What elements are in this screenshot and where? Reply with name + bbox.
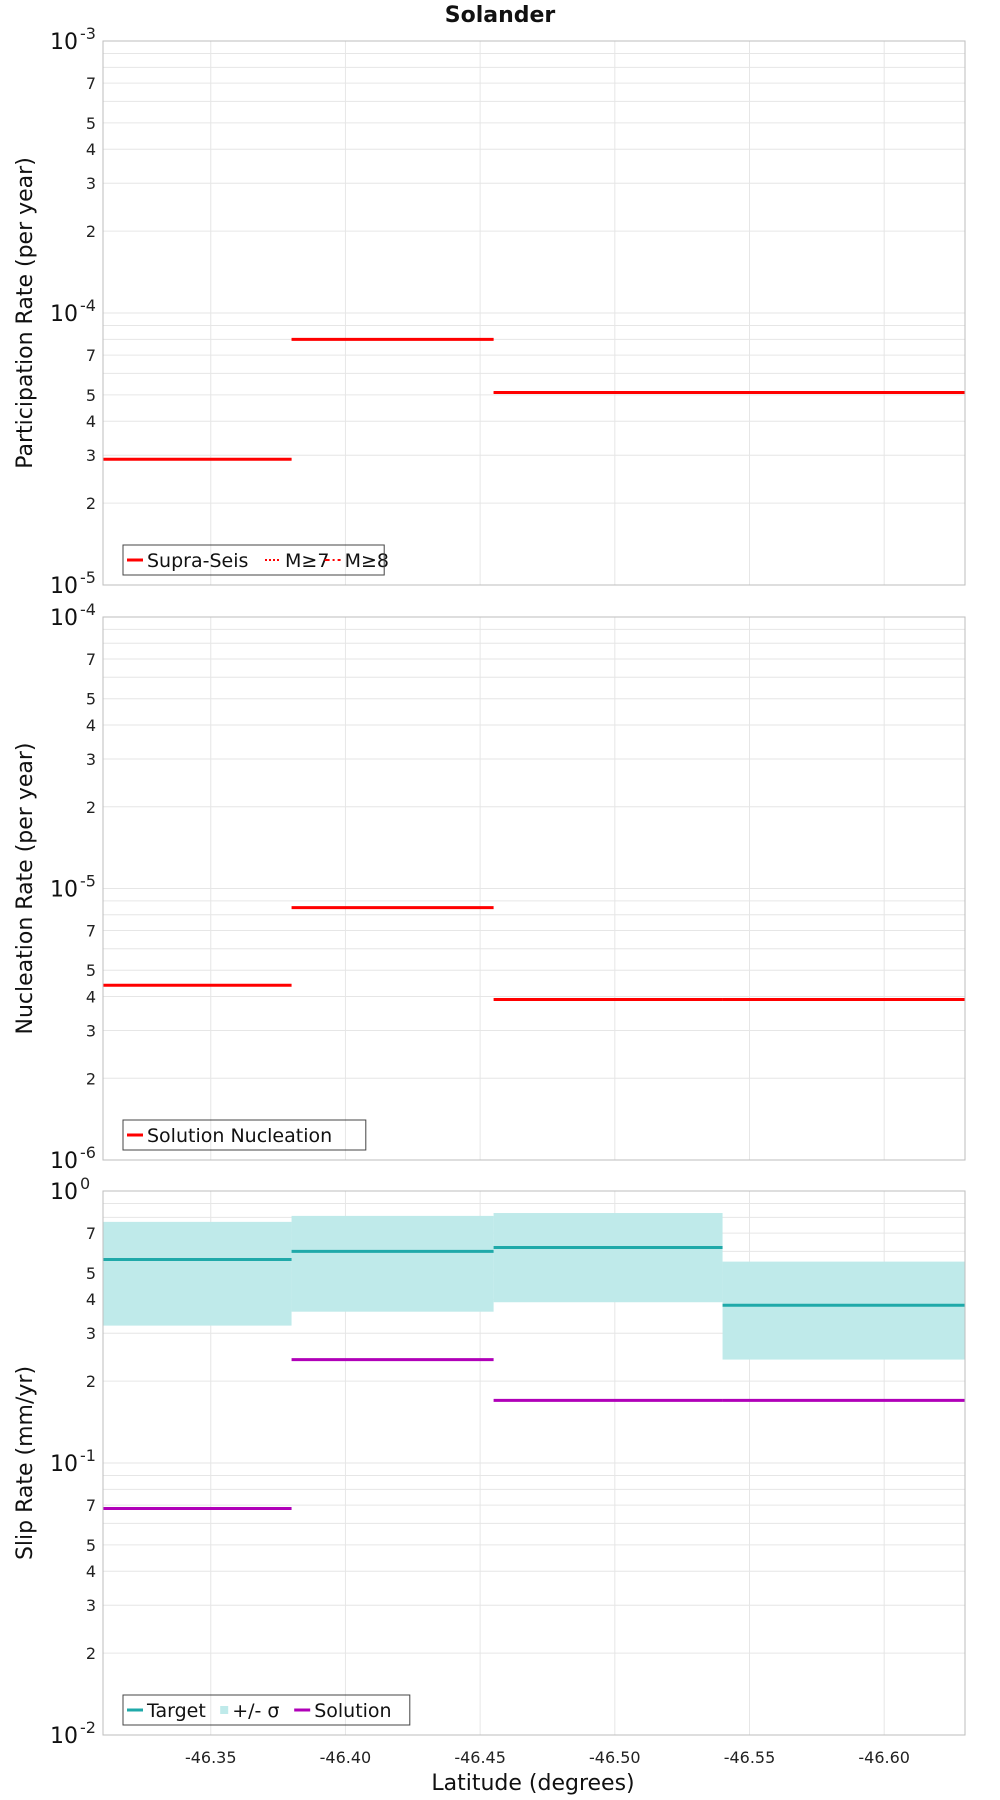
y-decade-exponent: -3	[80, 24, 96, 43]
y-tick-label: 5	[86, 386, 96, 405]
legend: Target +/- σ Solution	[122, 1694, 411, 1726]
y-decade-label: 10	[50, 1149, 78, 1174]
x-tick-label: -46.50	[589, 1748, 641, 1767]
y-tick-label: 2	[86, 1372, 96, 1391]
y-decade-exponent: -5	[80, 872, 96, 891]
y-tick-label: 4	[86, 1290, 96, 1309]
y-decade-label: 10	[50, 574, 78, 599]
y-tick-label: 2	[86, 1644, 96, 1663]
y-tick-label: 7	[86, 346, 96, 365]
legend: Solution Nucleation	[122, 1119, 367, 1151]
chart-title: Solander	[445, 3, 556, 28]
legend-box	[122, 1694, 411, 1726]
y-axis-title: Slip Rate (mm/yr)	[13, 1366, 38, 1560]
legend-label: M≥8	[345, 550, 389, 572]
y-tick-label: 2	[86, 798, 96, 817]
y-decade-exponent: -1	[80, 1446, 96, 1465]
y-tick-label: 5	[86, 114, 96, 133]
y-tick-label: 7	[86, 74, 96, 93]
legend-box	[122, 544, 385, 576]
x-tick-label: -46.55	[724, 1748, 776, 1767]
y-tick-label: 5	[86, 961, 96, 980]
legend-label: M≥7	[285, 550, 329, 572]
y-tick-label: 7	[86, 922, 96, 941]
y-tick-label: 4	[86, 1562, 96, 1581]
y-tick-label: 4	[86, 140, 96, 159]
plot-frame	[102, 616, 966, 1161]
y-tick-label: 5	[86, 690, 96, 709]
legend: Supra-Seis M≥7 M≥8	[122, 544, 389, 576]
y-decade-label: 10	[50, 30, 78, 55]
y-decade-exponent: -6	[80, 1143, 96, 1162]
x-axis-title: Latitude (degrees)	[431, 1771, 634, 1796]
sigma-band	[722, 1261, 965, 1360]
y-tick-label: 4	[86, 716, 96, 735]
x-tick-label: -46.35	[185, 1748, 237, 1767]
y-tick-label: 5	[86, 1536, 96, 1555]
y-tick-label: 2	[86, 1069, 96, 1088]
y-tick-label: 4	[86, 412, 96, 431]
y-decade-label: 10	[50, 302, 78, 327]
y-axis-title: Nucleation Rate (per year)	[13, 743, 38, 1035]
y-decade-label: 10	[50, 1724, 78, 1749]
plot-frame	[102, 1190, 966, 1736]
y-axis-title: Participation Rate (per year)	[13, 157, 38, 469]
sigma-band	[103, 1221, 292, 1326]
x-tick-label: -46.60	[858, 1748, 910, 1767]
y-tick-label: 3	[86, 1324, 96, 1343]
y-decade-label: 10	[50, 878, 78, 903]
y-decade-exponent: -2	[80, 1718, 96, 1737]
y-tick-label: 7	[86, 1224, 96, 1243]
y-tick-label: 3	[86, 1596, 96, 1615]
x-tick-label: -46.40	[320, 1748, 372, 1767]
y-decade-label: 10	[50, 1180, 78, 1205]
y-tick-label: 5	[86, 1264, 96, 1283]
y-tick-label: 3	[86, 174, 96, 193]
y-decade-exponent: -4	[80, 600, 96, 619]
x-tick-label: -46.45	[454, 1748, 506, 1767]
legend-label: Solution	[314, 1700, 391, 1722]
y-tick-label: 3	[86, 446, 96, 465]
y-tick-label: 2	[86, 222, 96, 241]
sigma-band	[493, 1213, 723, 1303]
y-decade-exponent: -4	[80, 296, 96, 315]
y-tick-label: 7	[86, 1496, 96, 1515]
plot-frame	[102, 40, 966, 586]
legend-label: +/- σ	[232, 1700, 279, 1722]
legend-box	[122, 1119, 367, 1151]
y-decade-exponent: -5	[80, 568, 96, 587]
y-tick-label: 3	[86, 750, 96, 769]
y-decade-exponent: 0	[80, 1174, 90, 1193]
y-tick-label: 2	[86, 494, 96, 513]
y-decade-label: 10	[50, 606, 78, 631]
y-tick-label: 4	[86, 988, 96, 1007]
y-tick-label: 7	[86, 650, 96, 669]
legend-label: Supra-Seis	[147, 550, 248, 572]
legend-label: Solution Nucleation	[147, 1125, 332, 1147]
y-decade-label: 10	[50, 1452, 78, 1477]
legend-label: Target	[146, 1700, 206, 1722]
sigma-band	[291, 1215, 494, 1312]
y-tick-label: 3	[86, 1021, 96, 1040]
legend-swatch	[220, 1706, 229, 1714]
